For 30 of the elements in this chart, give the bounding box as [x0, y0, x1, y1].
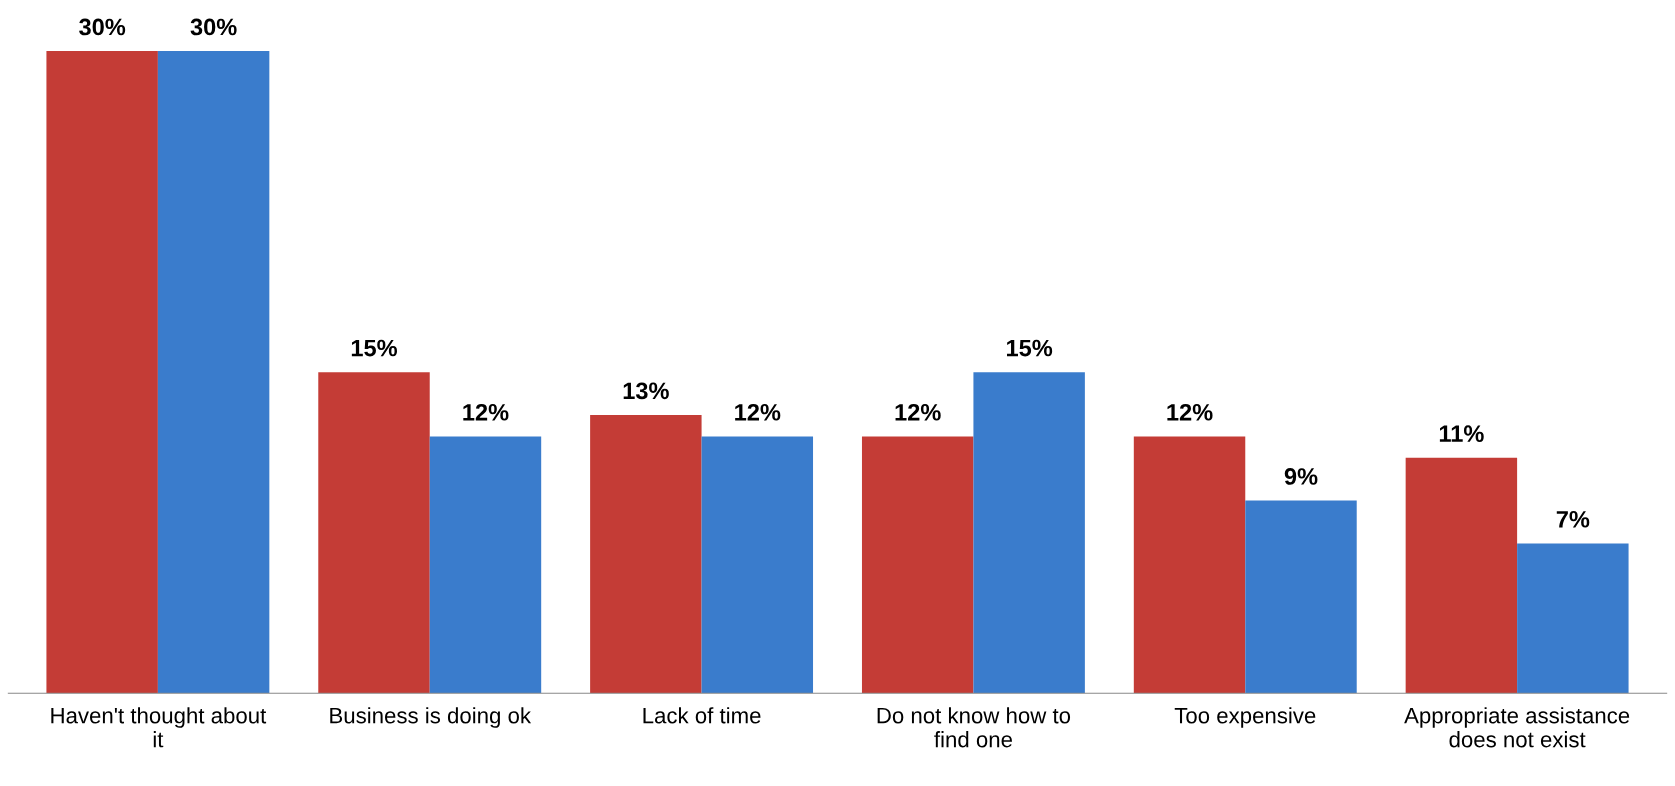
x-tick-label: Lack of time — [643, 707, 761, 724]
data-label: 12% — [1167, 403, 1213, 421]
data-label: 15% — [351, 339, 398, 357]
x-tick-label: Do not know how to find one — [877, 707, 1071, 748]
data-label: 30% — [190, 18, 237, 36]
bar — [861, 436, 974, 694]
bar — [1405, 457, 1518, 694]
data-label: 12% — [895, 403, 941, 421]
bar — [590, 414, 702, 694]
data-label: 30% — [79, 18, 126, 36]
x-tick-label: Business is doing ok — [330, 707, 532, 728]
bar — [46, 51, 158, 694]
bar — [1133, 436, 1246, 694]
x-tick-label: Appropriate assistance does not exist — [1404, 707, 1630, 748]
data-label: 7% — [1556, 510, 1590, 528]
bar — [157, 51, 270, 694]
data-label: 13% — [623, 382, 669, 400]
data-label: 12% — [463, 403, 509, 421]
data-label: 11% — [1439, 425, 1484, 442]
x-tick-label: Haven't thought about it — [51, 707, 267, 748]
data-label: 15% — [1007, 339, 1053, 357]
bar — [1245, 500, 1357, 694]
bar — [973, 372, 1085, 694]
data-label: 9% — [1284, 468, 1318, 485]
bar — [318, 372, 430, 694]
bar — [701, 436, 814, 694]
bar — [429, 436, 542, 694]
bar — [1517, 543, 1629, 694]
x-tick-label: Too expensive — [1174, 707, 1316, 728]
data-label: 12% — [735, 403, 781, 421]
